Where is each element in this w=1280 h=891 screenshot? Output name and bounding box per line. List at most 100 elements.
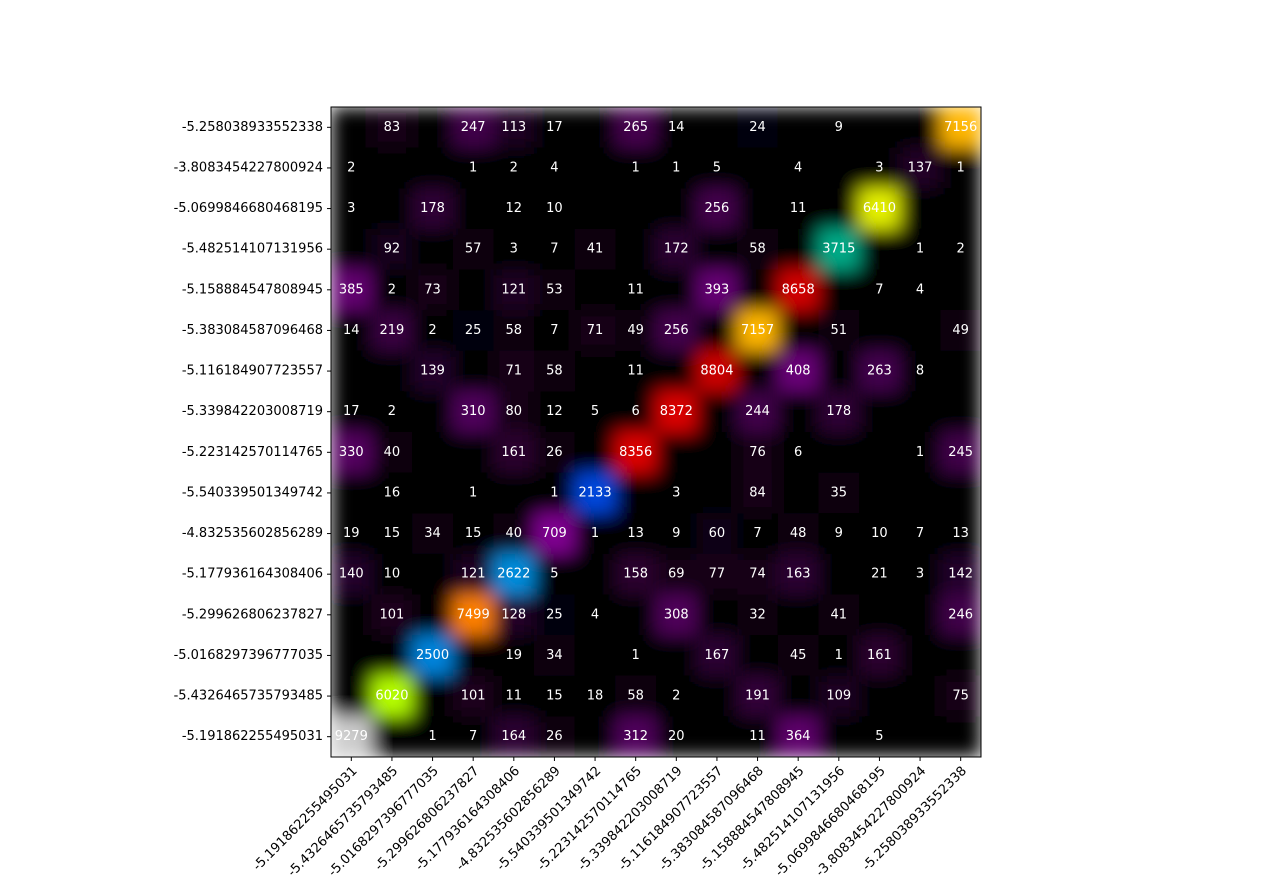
cell-label: 11 [627, 364, 644, 379]
cell-label: 8 [916, 364, 924, 379]
cell-label: 244 [745, 404, 770, 419]
cell-label: 3715 [822, 242, 855, 257]
heatmap-cell [737, 675, 779, 717]
heatmap-cell [452, 553, 494, 595]
heatmap-cell [777, 594, 819, 636]
heatmap-image [331, 107, 981, 757]
cell-label: 73 [424, 282, 441, 297]
heatmap-cell [493, 350, 535, 392]
heatmap-cell [331, 391, 373, 433]
y-tick-label: -5.299626806237827 [182, 607, 323, 622]
heatmap-cell [656, 391, 698, 433]
cell-label: 11 [790, 201, 807, 216]
heatmap-cell [656, 716, 698, 757]
cell-label: 75 [952, 689, 969, 704]
cell-label: 18 [587, 689, 604, 704]
heatmap-cell [452, 432, 494, 474]
cell-label: 5 [550, 567, 558, 582]
heatmap-cell [940, 472, 981, 514]
cell-label: 1 [916, 242, 924, 257]
cell-label: 25 [465, 323, 482, 338]
heatmap-cell [818, 594, 860, 636]
cell-label: 24 [749, 120, 766, 135]
heatmap-cell [737, 350, 779, 392]
heatmap-cell [574, 675, 616, 717]
heatmap-cell [777, 310, 819, 352]
heatmap-cell [777, 350, 819, 392]
cell-label: 142 [948, 567, 973, 582]
heatmap-cell [737, 147, 779, 189]
cell-label: 1 [916, 445, 924, 460]
cell-label: 178 [826, 404, 851, 419]
cell-label: 34 [424, 526, 441, 541]
cell-label: 2 [672, 689, 680, 704]
y-tick-label: -3.8083454227800924 [174, 160, 323, 175]
cell-label: 1 [591, 526, 599, 541]
heatmap-cell [737, 188, 779, 230]
cell-label: 32 [749, 607, 766, 622]
heatmap-cell [696, 675, 738, 717]
heatmap-cell [615, 432, 657, 474]
heatmap-cell [940, 513, 981, 555]
cell-label: 121 [501, 282, 526, 297]
heatmap-cell [899, 310, 941, 352]
heatmap-cell [818, 228, 860, 270]
heatmap-cell [859, 472, 901, 514]
heatmap-cell [818, 391, 860, 433]
cell-label: 49 [627, 323, 644, 338]
heatmap-cell [493, 269, 535, 311]
heatmap-cell [534, 513, 576, 555]
heatmap-cell [656, 188, 698, 230]
heatmap-cell [899, 432, 941, 474]
heatmap-cell [574, 350, 616, 392]
heatmap-cell [452, 675, 494, 717]
heatmap-cell [534, 553, 576, 595]
cell-label: 20 [668, 729, 685, 744]
cell-label: 308 [664, 607, 689, 622]
heatmap-cell [331, 310, 373, 352]
cell-label: 7499 [457, 607, 490, 622]
cell-label: 48 [790, 526, 807, 541]
heatmap-cell [574, 310, 616, 352]
heatmap-cell [656, 107, 698, 149]
heatmap-cell [859, 107, 901, 149]
y-tick-label: -5.339842203008719 [182, 404, 323, 419]
cell-label: 60 [709, 526, 726, 541]
cell-label: 7 [550, 323, 558, 338]
heatmap-cell [412, 188, 454, 230]
heatmap-cell [493, 391, 535, 433]
heatmap-cell [696, 310, 738, 352]
heatmap-cell [899, 391, 941, 433]
heatmap-cell [899, 350, 941, 392]
heatmap-cell [452, 472, 494, 514]
heatmap-cell [452, 269, 494, 311]
cell-label: 19 [506, 648, 523, 663]
heatmap-cell [615, 594, 657, 636]
heatmap-cell [656, 553, 698, 595]
cell-label: 13 [952, 526, 969, 541]
heatmap-cell [940, 350, 981, 392]
cell-label: 7 [550, 242, 558, 257]
heatmap-cell [777, 716, 819, 757]
cell-label: 8356 [619, 445, 652, 460]
cell-label: 247 [461, 120, 486, 135]
heatmap-cell [656, 432, 698, 474]
cell-label: 164 [501, 729, 526, 744]
heatmap-cell [493, 594, 535, 636]
heatmap-cell [412, 391, 454, 433]
heatmap-cell [534, 228, 576, 270]
heatmap-cell [412, 228, 454, 270]
heatmap-cell [534, 107, 576, 149]
heatmap-cell [331, 107, 373, 149]
cell-label: 2500 [416, 648, 449, 663]
cell-label: 109 [826, 689, 851, 704]
y-tick-label: -5.482514107131956 [182, 242, 323, 257]
cell-label: 71 [587, 323, 604, 338]
heatmap-cell [615, 391, 657, 433]
cell-label: 6410 [863, 201, 896, 216]
heatmap-cell [371, 716, 413, 757]
heatmap-cell [615, 716, 657, 757]
heatmap-cell [818, 188, 860, 230]
cell-label: 139 [420, 364, 445, 379]
